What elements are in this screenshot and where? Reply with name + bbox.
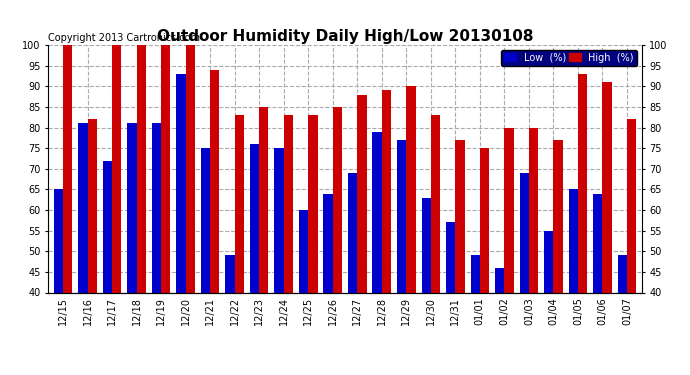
Bar xyxy=(602,82,612,292)
Bar xyxy=(54,189,63,292)
Bar xyxy=(504,128,513,292)
Title: Outdoor Humidity Daily High/Low 20130108: Outdoor Humidity Daily High/Low 20130108 xyxy=(157,29,533,44)
Bar xyxy=(495,268,504,292)
Bar xyxy=(210,70,219,292)
Bar xyxy=(284,115,293,292)
Bar xyxy=(373,132,382,292)
Bar xyxy=(480,148,489,292)
Bar xyxy=(186,45,195,292)
Bar xyxy=(235,115,244,292)
Bar xyxy=(382,90,391,292)
Bar xyxy=(618,255,627,292)
Bar xyxy=(226,255,235,292)
Bar xyxy=(455,140,464,292)
Bar xyxy=(259,107,268,292)
Bar xyxy=(529,128,538,292)
Bar xyxy=(308,115,317,292)
Bar xyxy=(127,123,137,292)
Bar xyxy=(275,148,284,292)
Bar xyxy=(422,198,431,292)
Bar xyxy=(63,45,72,292)
Bar xyxy=(471,255,480,292)
Bar xyxy=(78,123,88,292)
Bar xyxy=(553,140,563,292)
Bar xyxy=(593,194,602,292)
Bar xyxy=(431,115,440,292)
Bar xyxy=(324,194,333,292)
Bar xyxy=(569,189,578,292)
Bar xyxy=(544,231,553,292)
Bar xyxy=(137,45,146,292)
Bar xyxy=(406,86,415,292)
Bar xyxy=(103,160,112,292)
Bar xyxy=(520,173,529,292)
Bar xyxy=(397,140,406,292)
Bar xyxy=(446,222,455,292)
Bar xyxy=(88,119,97,292)
Bar xyxy=(152,123,161,292)
Bar xyxy=(578,74,587,292)
Bar xyxy=(299,210,308,292)
Bar xyxy=(112,45,121,292)
Bar xyxy=(357,94,366,292)
Bar xyxy=(201,148,210,292)
Bar xyxy=(348,173,357,292)
Bar xyxy=(177,74,186,292)
Bar xyxy=(161,45,170,292)
Legend: Low  (%), High  (%): Low (%), High (%) xyxy=(502,50,637,66)
Bar xyxy=(333,107,342,292)
Bar xyxy=(250,144,259,292)
Text: Copyright 2013 Cartronics.com: Copyright 2013 Cartronics.com xyxy=(48,33,200,42)
Bar xyxy=(627,119,636,292)
